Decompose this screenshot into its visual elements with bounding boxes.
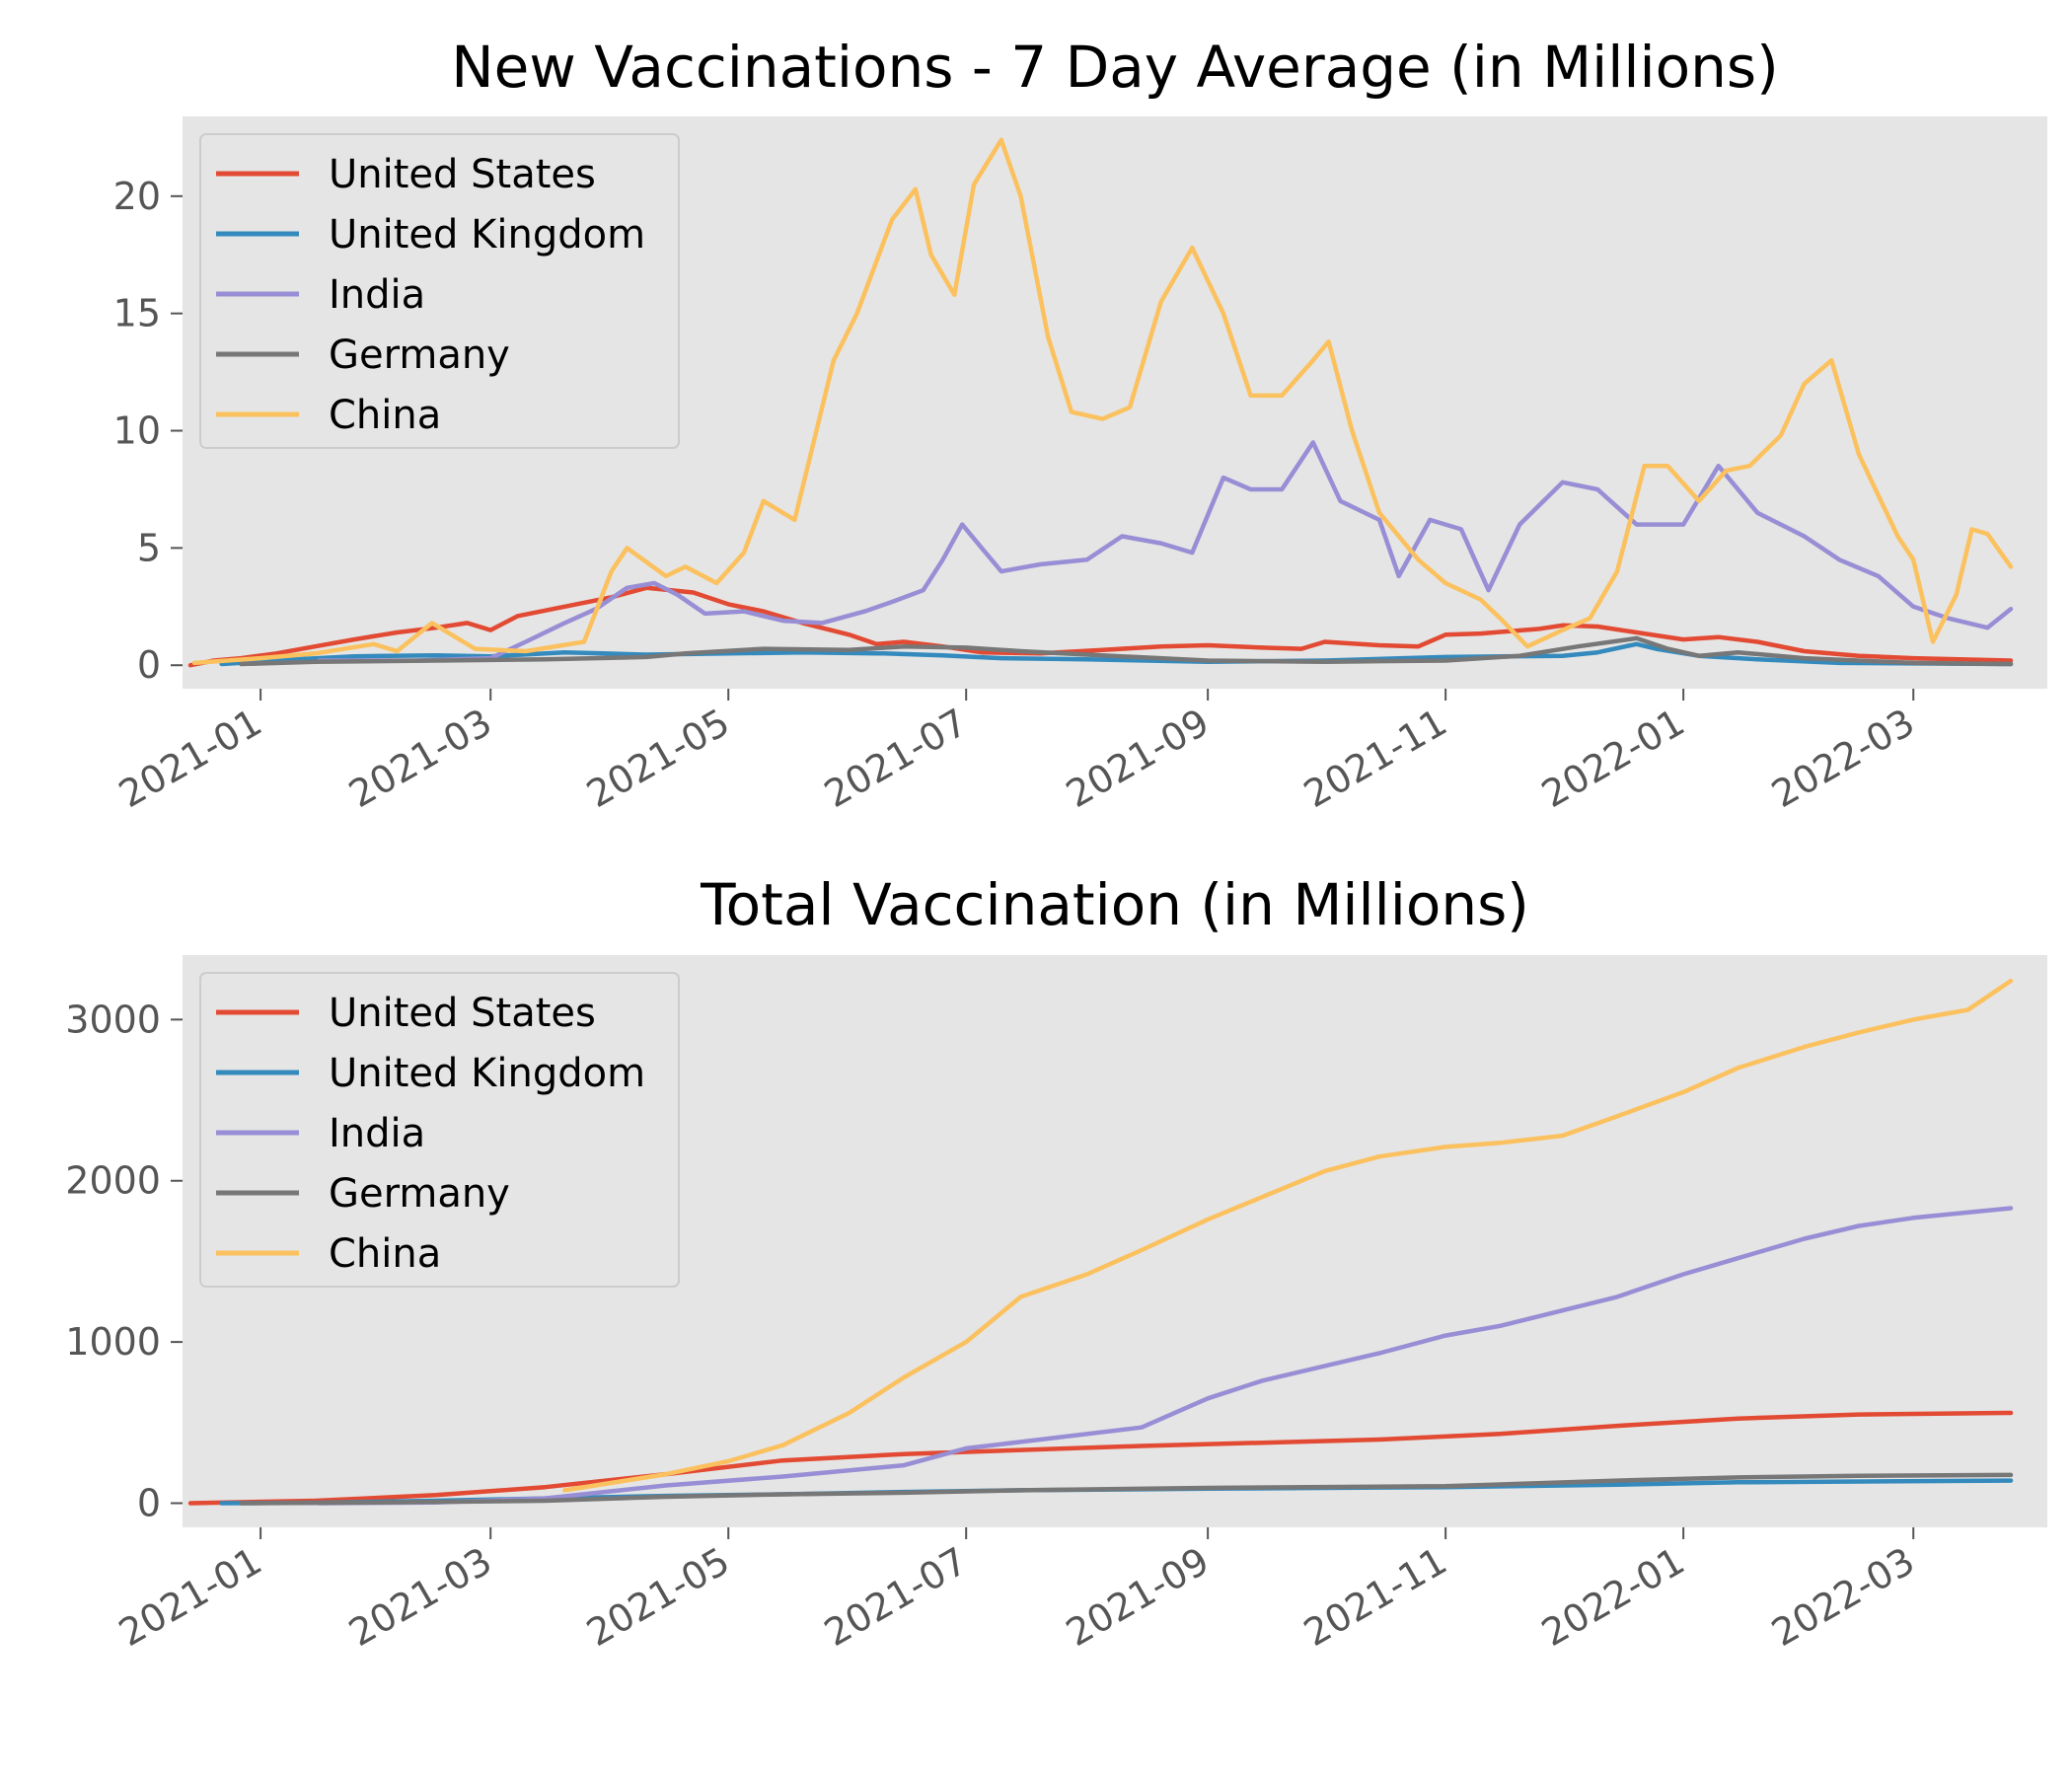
chart-1: New Vaccinations - 7 Day Average (in Mil… [111, 34, 2047, 816]
y-tick-label: 2000 [65, 1159, 161, 1203]
series-line-germany [239, 635, 2014, 667]
x-tick-label: 2021-01 [111, 1539, 269, 1655]
x-tick-label: 2021-05 [579, 701, 737, 816]
x-tick-label: 2021-03 [341, 1539, 499, 1655]
series-line-china [191, 137, 2014, 666]
y-tick-label: 5 [137, 526, 161, 569]
legend-label: Germany [329, 1171, 510, 1217]
x-tick-label: 2021-01 [111, 701, 269, 816]
y-tick-label: 0 [137, 643, 161, 687]
y-tick-label: 0 [137, 1481, 161, 1524]
series-line-united-states [187, 1410, 2014, 1506]
y-tick-label: 10 [113, 409, 161, 453]
x-tick-label: 2022-03 [1764, 1539, 1922, 1655]
series-line-india [317, 1206, 2014, 1506]
x-tick-label: 2021-05 [579, 1539, 737, 1655]
y-tick-label: 3000 [65, 998, 161, 1041]
series-line-china [562, 978, 2014, 1493]
legend-label: United Kingdom [329, 212, 645, 258]
x-tick-label: 2022-01 [1534, 701, 1692, 816]
legend-box [199, 972, 680, 1288]
legend-label: China [329, 1231, 441, 1277]
y-tick-label: 1000 [65, 1320, 161, 1364]
legend-box [199, 133, 680, 449]
x-tick-label: 2021-11 [1296, 701, 1454, 816]
series-line-germany [239, 1472, 2014, 1506]
x-tick-label: 2021-07 [817, 701, 975, 816]
legend-label: United States [329, 152, 596, 197]
legend-label: China [329, 393, 441, 438]
x-tick-label: 2021-03 [341, 701, 499, 816]
legend-label: United States [329, 991, 596, 1036]
chart-title: Total Vaccination (in Millions) [700, 871, 1529, 938]
legend-label: India [329, 272, 425, 318]
legend-label: United Kingdom [329, 1051, 645, 1096]
legend-label: India [329, 1111, 425, 1156]
x-tick-label: 2022-03 [1764, 701, 1922, 816]
x-tick-label: 2021-09 [1059, 701, 1217, 816]
chart-title: New Vaccinations - 7 Day Average (in Mil… [451, 34, 1778, 101]
x-tick-label: 2021-09 [1059, 1539, 1217, 1655]
chart-2: Total Vaccination (in Millions) 0 1000 2000… [65, 871, 2047, 1655]
y-tick-label: 15 [113, 292, 161, 335]
x-tick-label: 2021-11 [1296, 1539, 1454, 1655]
series-line-india [317, 440, 2014, 663]
x-tick-label: 2021-07 [817, 1539, 975, 1655]
series-line-united-states [187, 585, 2014, 668]
x-tick-label: 2022-01 [1534, 1539, 1692, 1655]
legend-label: Germany [329, 333, 510, 378]
y-tick-label: 20 [113, 175, 161, 218]
